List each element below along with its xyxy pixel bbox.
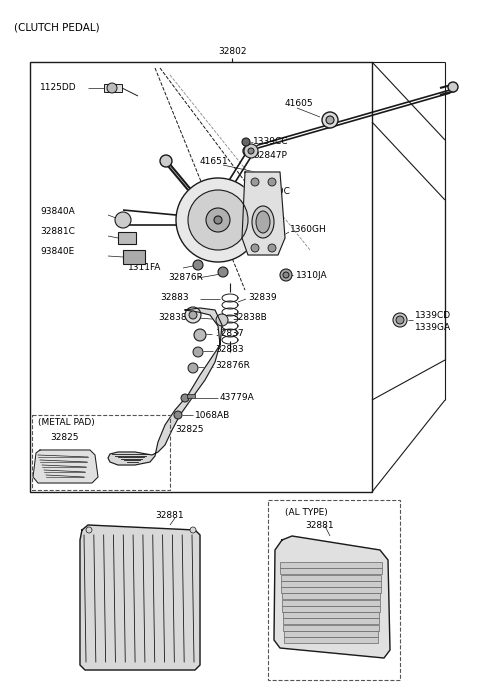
Bar [118, 232, 136, 244]
Bar [280, 568, 382, 574]
Circle shape [214, 216, 222, 224]
Text: 32876R: 32876R [168, 274, 203, 282]
Text: 32883: 32883 [215, 345, 244, 355]
Circle shape [280, 269, 292, 281]
Polygon shape [33, 450, 98, 483]
Bar [104, 84, 122, 92]
Circle shape [193, 347, 203, 357]
Text: 32883: 32883 [160, 294, 189, 302]
Polygon shape [274, 536, 390, 658]
Text: 32881: 32881 [305, 522, 334, 531]
Circle shape [326, 116, 334, 124]
Text: 32802: 32802 [218, 48, 247, 56]
Circle shape [251, 178, 259, 186]
Text: 32881: 32881 [155, 511, 184, 520]
Ellipse shape [256, 211, 270, 233]
Circle shape [268, 178, 276, 186]
Circle shape [188, 190, 248, 250]
Circle shape [268, 244, 276, 252]
Bar [281, 575, 381, 581]
Bar [280, 562, 382, 568]
Text: 1360GH: 1360GH [290, 225, 327, 234]
Text: (CLUTCH PEDAL): (CLUTCH PEDAL) [14, 23, 100, 33]
Bar [284, 637, 378, 643]
Circle shape [107, 83, 117, 93]
Bar [284, 630, 378, 637]
Circle shape [242, 138, 250, 146]
Circle shape [115, 212, 131, 228]
Text: 1310JA: 1310JA [296, 271, 328, 280]
Bar [281, 587, 381, 593]
Text: 1311FA: 1311FA [128, 263, 161, 273]
Text: 1339CC: 1339CC [253, 138, 288, 147]
Bar [282, 593, 380, 599]
Bar [281, 581, 381, 587]
Bar [30, 62, 372, 492]
Circle shape [86, 527, 92, 533]
Polygon shape [108, 308, 222, 465]
Polygon shape [242, 172, 285, 255]
Circle shape [393, 313, 407, 327]
Circle shape [283, 272, 289, 278]
Circle shape [189, 311, 197, 319]
Text: 93840A: 93840A [40, 207, 75, 216]
Text: 32881C: 32881C [40, 227, 75, 236]
Bar [32, 415, 170, 490]
Circle shape [185, 307, 201, 323]
Circle shape [176, 178, 260, 262]
Text: 43779A: 43779A [220, 393, 255, 402]
Circle shape [190, 527, 196, 533]
Circle shape [206, 208, 230, 232]
Circle shape [218, 267, 228, 277]
Circle shape [322, 112, 338, 128]
Circle shape [193, 260, 203, 270]
Text: 32838B: 32838B [232, 313, 267, 322]
Text: 32837: 32837 [215, 329, 244, 338]
Circle shape [194, 329, 206, 341]
Bar [283, 612, 379, 618]
Text: 32825: 32825 [50, 433, 79, 442]
Circle shape [448, 82, 458, 92]
Text: 1339CD: 1339CD [415, 311, 451, 320]
Text: 93840E: 93840E [40, 247, 74, 256]
Circle shape [244, 144, 258, 158]
Bar [282, 599, 380, 606]
Polygon shape [80, 525, 200, 670]
Text: 1068AB: 1068AB [195, 411, 230, 420]
Text: 32850C: 32850C [255, 187, 290, 196]
Text: 41651: 41651 [200, 158, 228, 167]
Text: 32838B: 32838B [158, 313, 193, 322]
Text: (AL TYPE): (AL TYPE) [285, 508, 328, 517]
Circle shape [188, 363, 198, 373]
Text: (METAL PAD): (METAL PAD) [38, 418, 95, 427]
Circle shape [243, 146, 253, 156]
Circle shape [251, 244, 259, 252]
Circle shape [396, 316, 404, 324]
Text: 1125DD: 1125DD [40, 83, 77, 92]
Bar [283, 624, 379, 630]
Text: 32825: 32825 [175, 426, 204, 435]
Text: 32839: 32839 [248, 294, 276, 302]
Bar [282, 606, 380, 612]
Ellipse shape [252, 206, 274, 238]
Text: 32847P: 32847P [253, 150, 287, 159]
Circle shape [216, 314, 228, 326]
Text: 1339GA: 1339GA [415, 324, 451, 333]
Text: 41605: 41605 [285, 99, 313, 107]
Circle shape [248, 148, 254, 154]
Text: 32876R: 32876R [215, 362, 250, 371]
Circle shape [174, 411, 182, 419]
Circle shape [160, 155, 172, 167]
Bar [123, 250, 145, 264]
Circle shape [181, 394, 189, 402]
Bar [268, 500, 400, 680]
Bar [283, 618, 379, 624]
Bar [187, 394, 195, 398]
